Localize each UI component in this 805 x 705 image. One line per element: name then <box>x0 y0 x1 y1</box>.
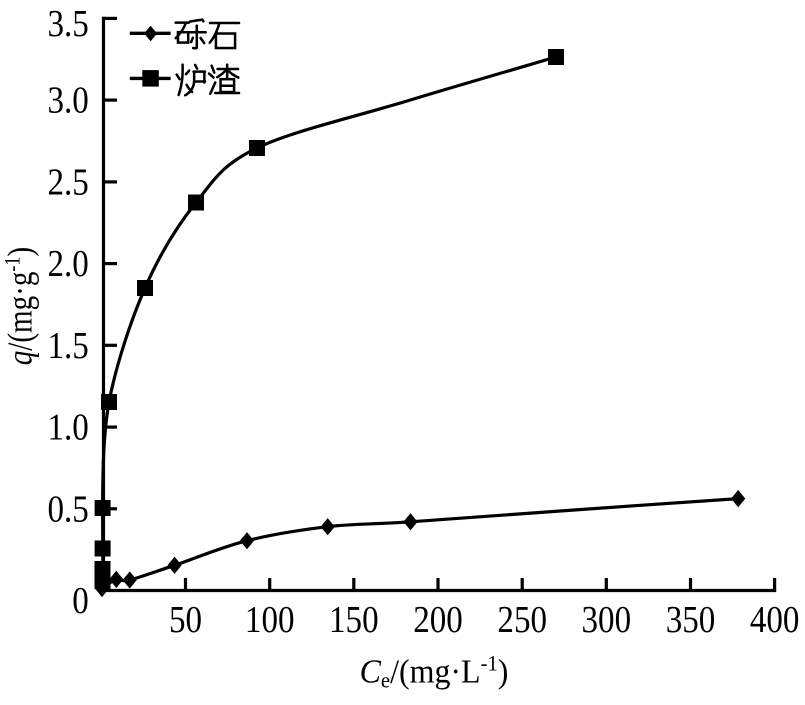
svg-text:q/(mg·g-1): q/(mg·g-1) <box>0 247 39 365</box>
svg-text:100: 100 <box>245 598 295 641</box>
svg-text:3.5: 3.5 <box>47 2 88 45</box>
svg-text:50: 50 <box>169 598 202 641</box>
svg-text:2.0: 2.0 <box>47 242 88 285</box>
svg-text:350: 350 <box>666 598 716 641</box>
svg-text:0.5: 0.5 <box>47 487 88 530</box>
svg-text:300: 300 <box>582 598 632 641</box>
svg-text:150: 150 <box>329 598 379 641</box>
svg-text:3.0: 3.0 <box>47 79 88 122</box>
svg-text:1.5: 1.5 <box>47 324 88 367</box>
svg-text:250: 250 <box>497 598 547 641</box>
svg-text:Ce/(mg·L-1): Ce/(mg·L-1) <box>360 651 509 693</box>
svg-text:1.0: 1.0 <box>47 406 88 449</box>
svg-text:0: 0 <box>72 579 89 622</box>
svg-text:200: 200 <box>413 598 463 641</box>
svg-text:400: 400 <box>750 598 800 641</box>
svg-text:2.5: 2.5 <box>47 160 88 203</box>
